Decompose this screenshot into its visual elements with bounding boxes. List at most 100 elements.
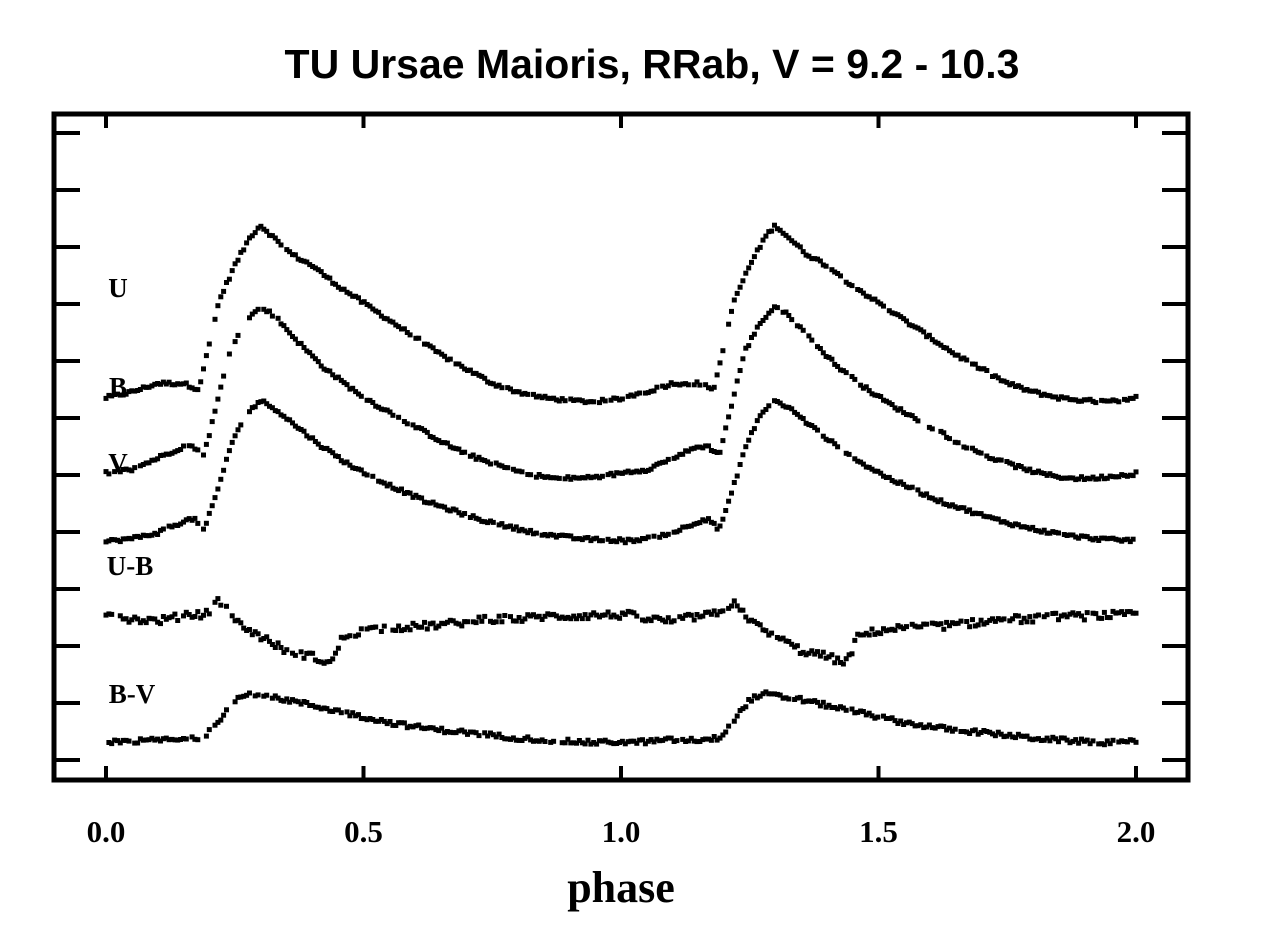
- data-point-u-b: [390, 627, 396, 633]
- data-point-u: [373, 308, 379, 314]
- data-point-u-b: [751, 618, 757, 624]
- data-point-v: [906, 485, 912, 491]
- data-point-b-v: [829, 705, 835, 710]
- data-point-u: [599, 396, 605, 402]
- data-point-b-v: [172, 737, 178, 743]
- data-point-b-v: [347, 713, 353, 719]
- data-point-b: [126, 467, 132, 473]
- data-point-u: [1036, 389, 1041, 395]
- data-point-v: [860, 461, 866, 467]
- data-point-b: [995, 457, 1001, 463]
- data-point-v: [1096, 538, 1102, 543]
- data-point-u: [777, 227, 783, 233]
- data-point-b-v: [327, 708, 333, 714]
- data-point-u-b: [614, 614, 620, 620]
- data-point-b: [261, 306, 267, 312]
- data-point-u-b: [815, 649, 820, 655]
- data-point-v: [556, 533, 562, 538]
- data-point-u-b: [553, 613, 559, 619]
- data-point-u: [886, 308, 892, 314]
- data-point-u: [542, 393, 548, 399]
- data-point-b-v: [1050, 734, 1056, 740]
- data-point-b-v: [235, 694, 241, 700]
- data-point-v: [229, 439, 235, 445]
- data-point-b-v: [502, 736, 508, 742]
- data-point-u-b: [158, 621, 163, 627]
- data-point-b-v: [622, 741, 628, 747]
- data-point-u-b: [998, 617, 1004, 623]
- data-point-v: [792, 409, 798, 415]
- data-point-u-b: [135, 616, 141, 622]
- data-point-u: [995, 375, 1001, 381]
- data-point-u: [881, 303, 886, 309]
- data-point-b-v: [651, 739, 657, 745]
- data-point-b-v: [674, 738, 680, 744]
- data-point-u-b: [981, 621, 987, 627]
- data-point-b: [878, 394, 884, 399]
- data-point-u: [510, 389, 516, 395]
- data-point-v: [396, 488, 402, 494]
- data-point-v: [169, 524, 175, 530]
- data-point-u: [769, 228, 775, 234]
- data-point-b-v: [961, 729, 967, 734]
- data-point-b-v: [987, 729, 993, 735]
- data-point-u: [430, 345, 436, 351]
- data-point-u-b: [886, 627, 892, 633]
- data-point-u-b: [588, 612, 594, 618]
- data-point-v: [292, 423, 298, 429]
- data-point-v: [192, 515, 198, 521]
- data-point-v: [1127, 539, 1133, 545]
- data-point-v: [419, 495, 425, 501]
- data-point-v: [513, 524, 519, 530]
- series-label-b-v: B-V: [109, 679, 156, 709]
- data-point-u: [1122, 396, 1127, 402]
- data-point-b: [591, 474, 597, 480]
- data-point-u-b: [1122, 612, 1127, 617]
- data-point-u: [901, 316, 907, 322]
- data-point-u-b: [642, 618, 648, 624]
- data-point-u: [160, 379, 166, 385]
- data-point-b-v: [175, 737, 181, 743]
- data-point-u: [1047, 393, 1053, 399]
- data-point-u: [120, 392, 126, 398]
- data-point-u-b: [1076, 611, 1082, 617]
- data-point-u: [878, 301, 884, 307]
- data-point-u-b: [258, 637, 264, 643]
- data-point-u-b: [597, 614, 602, 620]
- data-point-u-b: [883, 628, 889, 634]
- data-point-u: [875, 299, 881, 305]
- data-point-b-v: [763, 689, 769, 695]
- data-point-b: [938, 428, 944, 434]
- data-point-b: [493, 460, 499, 466]
- data-point-b-v: [401, 720, 407, 726]
- data-point-b: [103, 469, 109, 475]
- data-point-b: [906, 412, 912, 418]
- data-point-u: [298, 257, 304, 263]
- data-point-u: [1056, 396, 1061, 402]
- data-point-b-v: [1021, 733, 1027, 739]
- data-point-b-v: [835, 706, 841, 712]
- data-point-b: [476, 454, 482, 460]
- data-point-b-v: [995, 729, 1001, 735]
- data-point-b-v: [1116, 739, 1122, 745]
- data-point-b-v: [918, 722, 924, 728]
- data-point-b-v: [1038, 738, 1044, 743]
- data-point-b-v: [892, 718, 898, 724]
- data-point-b-v: [608, 740, 614, 746]
- data-point-v: [404, 490, 410, 495]
- data-point-v: [881, 473, 886, 479]
- data-point-v: [677, 527, 683, 533]
- data-point-u: [978, 366, 984, 372]
- data-point-v: [694, 520, 700, 526]
- data-point-u: [553, 397, 559, 403]
- data-point-u-b: [476, 614, 482, 620]
- data-point-u: [304, 259, 310, 265]
- data-point-u: [562, 398, 568, 404]
- data-point-u: [952, 352, 958, 358]
- data-point-u-b: [1041, 614, 1047, 620]
- data-point-b: [680, 451, 686, 457]
- data-point-b-v: [1041, 737, 1047, 743]
- data-point-b-v: [315, 704, 321, 710]
- data-point-u: [797, 244, 803, 250]
- data-point-b: [711, 449, 717, 454]
